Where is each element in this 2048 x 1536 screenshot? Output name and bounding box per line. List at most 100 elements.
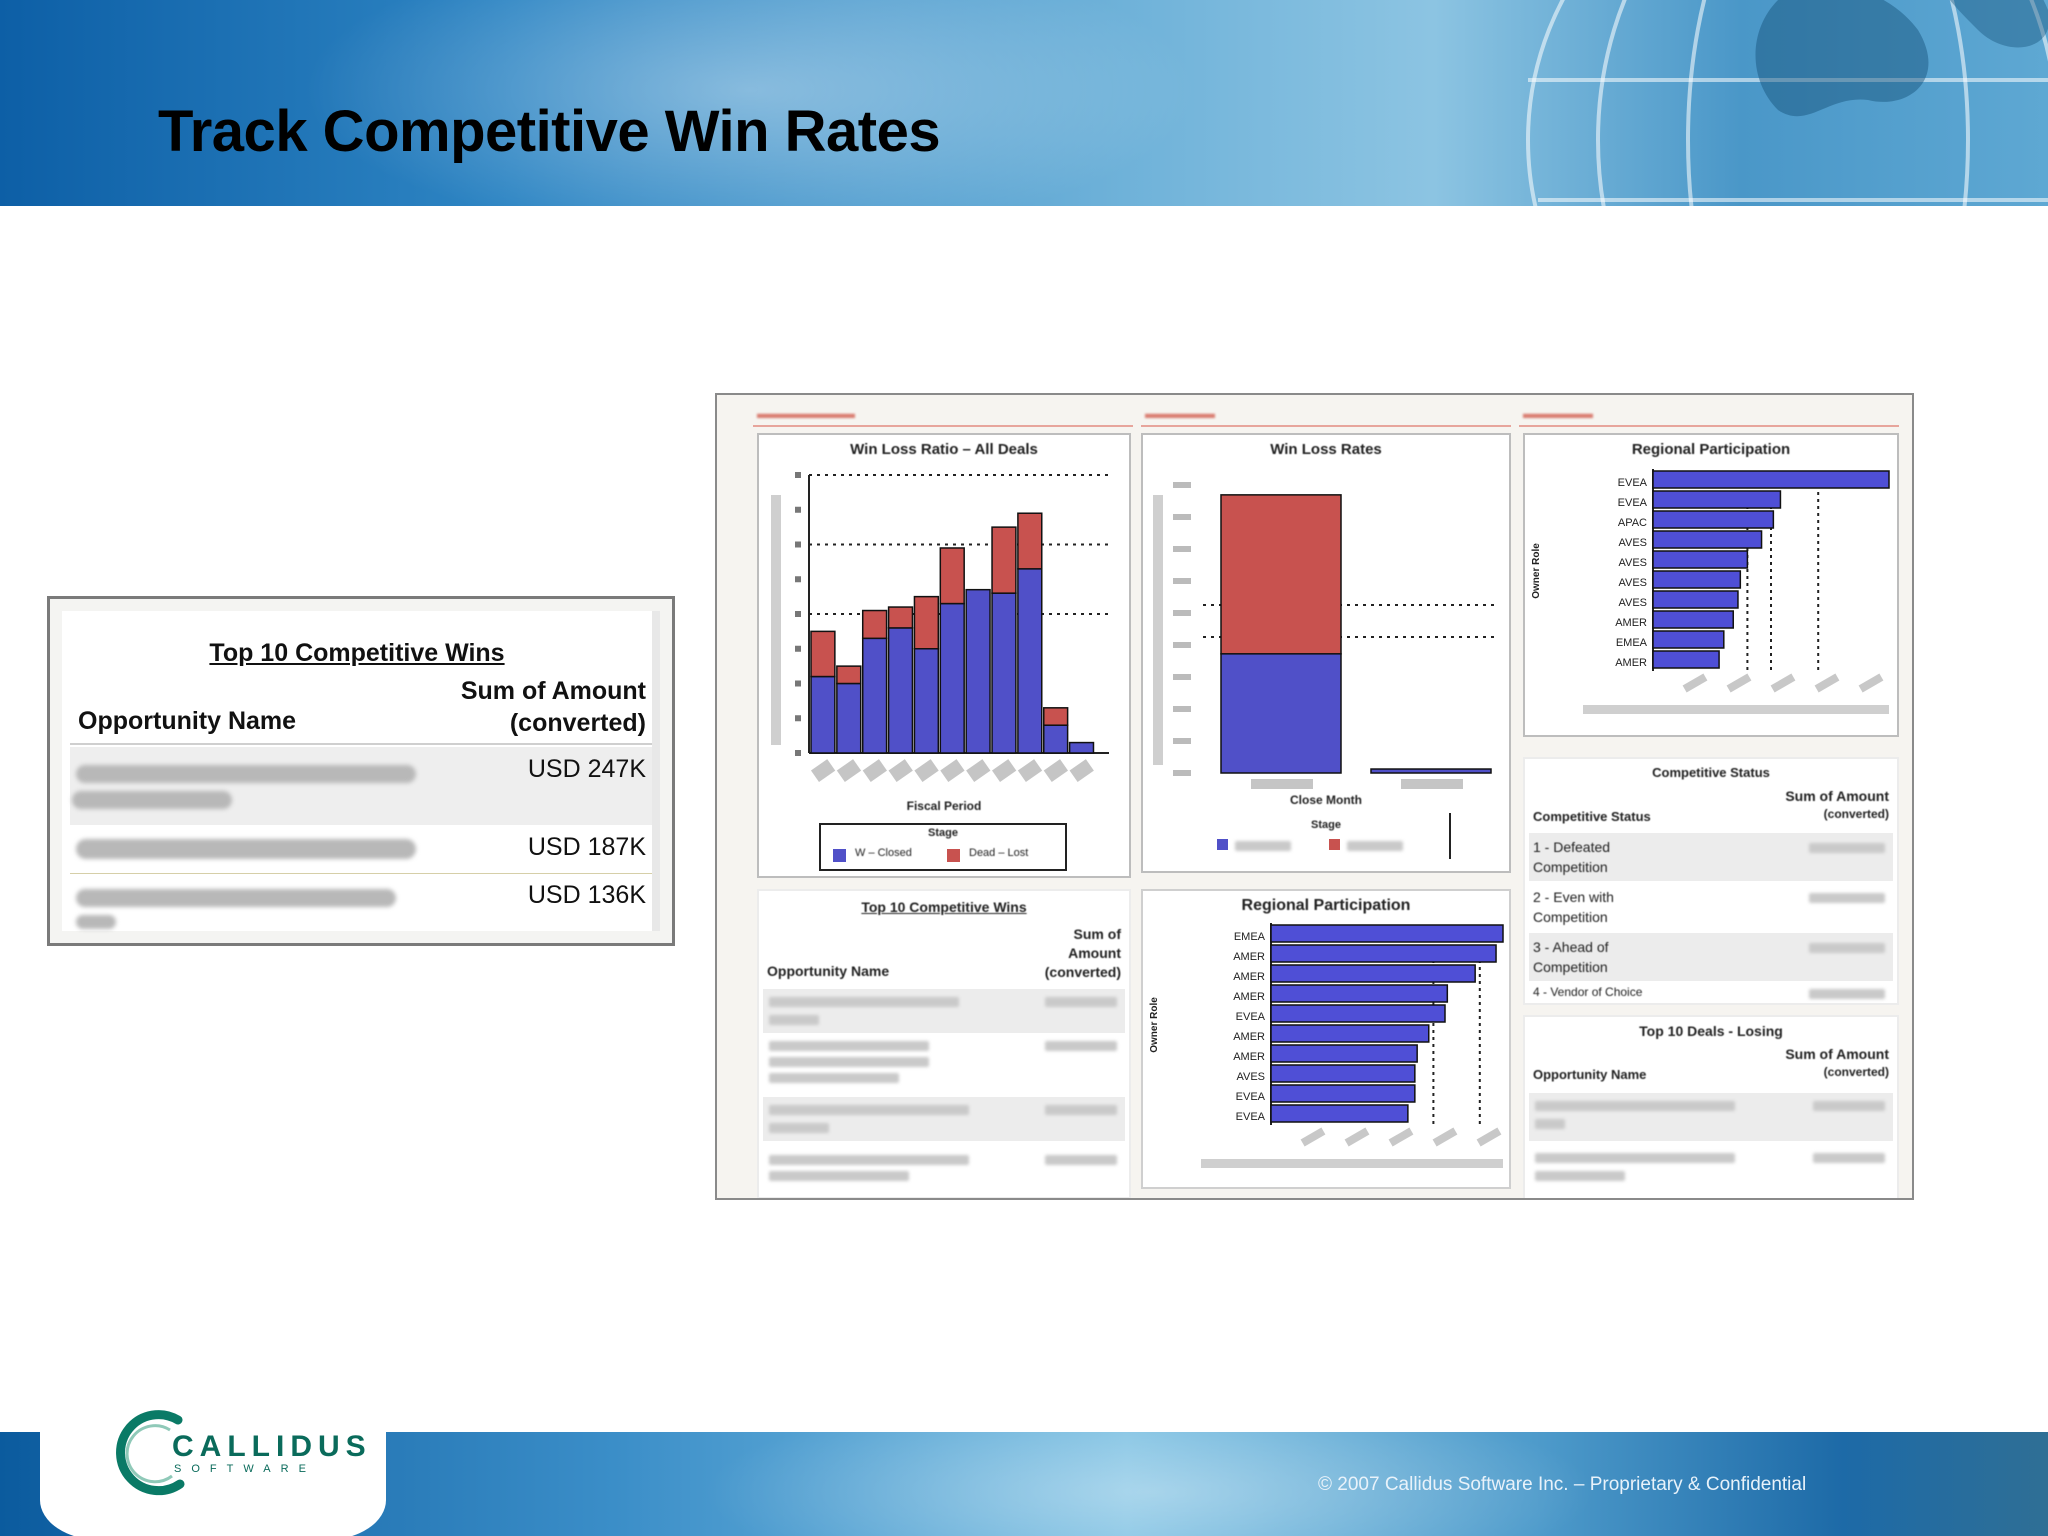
x-tick-label	[1432, 1127, 1458, 1147]
bar	[1652, 590, 1739, 609]
bar-won	[1370, 768, 1492, 774]
bar	[1270, 944, 1497, 963]
x-tick-label	[940, 759, 965, 783]
regional-participation-chart-bottom: EMEA AMER AMER AMER EVEA AMER AMER AVES EVEA EVEA…	[1149, 923, 1504, 1168]
legend-swatch-lost	[1329, 839, 1340, 850]
win-loss-ratio-panel: Win Loss Ratio – All Deals Fiscal Period…	[757, 433, 1131, 878]
category-label: AVES	[1618, 577, 1647, 589]
zoomed-table-title: Top 10 Competitive Wins	[209, 639, 505, 667]
win-loss-ratio-chart	[771, 472, 1109, 783]
category-label: AMER	[1615, 657, 1647, 669]
category-label: EVEA	[1236, 1091, 1266, 1103]
bar-lost	[939, 547, 965, 605]
table-row: USD 247K	[70, 747, 652, 825]
top10-losing-panel: Top 10 Deals - Losing Sum of Amount (con…	[1523, 1015, 1899, 1198]
category-label: AMER	[1233, 1051, 1265, 1063]
panel-title: Regional Participation	[1631, 441, 1791, 458]
zoomed-table-panel: Top 10 Competitive Wins Sum of Amount (c…	[47, 596, 675, 946]
col-name-header: Opportunity Name	[767, 963, 890, 979]
bar-won	[887, 627, 914, 754]
col-amount-header: Sum of Amount (converted)	[1785, 1046, 1889, 1079]
bar	[1270, 1064, 1416, 1083]
x-axis-label: Fiscal Period	[906, 799, 982, 813]
bar-won	[1017, 568, 1043, 754]
y-tick	[795, 680, 801, 687]
x-tick-label	[1682, 673, 1708, 693]
bar-lost	[1017, 512, 1043, 570]
bar	[1652, 530, 1763, 549]
bar	[1270, 1084, 1416, 1103]
x-tick-label	[1043, 759, 1069, 783]
bar	[1652, 510, 1775, 529]
x-tick-label	[966, 759, 991, 783]
y-tick	[1173, 674, 1191, 680]
y-tick	[1173, 738, 1191, 744]
x-tick-label	[862, 759, 887, 783]
x-axis-label	[1201, 1159, 1503, 1168]
y-tick	[1173, 706, 1191, 712]
col-amount-header: Sum of Amount (converted)	[1044, 926, 1121, 980]
bar	[1652, 650, 1720, 669]
x-axis-label	[1583, 705, 1889, 714]
x-tick-label	[991, 759, 1017, 783]
bar-won	[1220, 653, 1342, 774]
logo-subtext: SOFTWARE	[174, 1463, 316, 1475]
legend-swatch-lost	[947, 849, 960, 862]
bar	[1270, 924, 1504, 943]
table-row: USD 187K	[70, 827, 652, 871]
x-tick-label	[1476, 1127, 1502, 1147]
competitive-status-panel: Competitive Status Sum of Amount (conver…	[1523, 757, 1899, 1005]
x-tick-label	[810, 759, 836, 783]
col-amount-header: Sum of Amount (converted)	[1785, 788, 1889, 821]
x-tick-label	[1401, 779, 1463, 789]
y-tick	[1173, 482, 1191, 488]
bar-won	[991, 592, 1017, 754]
bar	[1652, 570, 1742, 589]
legend-title: Stage	[1311, 819, 1341, 831]
callidus-logo-icon	[116, 1410, 185, 1496]
win-loss-rates-chart	[1153, 482, 1499, 789]
x-tick-label	[1300, 1127, 1326, 1147]
panel-title: Regional Participation	[1241, 897, 1411, 914]
x-tick-label	[914, 759, 939, 783]
y-tick	[1173, 610, 1191, 616]
logo-text: CALLIDUS	[172, 1430, 372, 1463]
bar-won	[810, 675, 836, 754]
panel-title: Top 10 Competitive Wins	[861, 899, 1027, 915]
category-label: AMER	[1233, 971, 1265, 983]
bar-won	[939, 602, 965, 754]
bar-lost	[991, 526, 1017, 594]
bar-lost	[1043, 707, 1069, 726]
y-tick	[1173, 578, 1191, 584]
status-row: 2 - Even with Competition	[1533, 889, 1614, 925]
y-tick	[1173, 642, 1191, 648]
bar	[1652, 470, 1890, 489]
x-tick-label	[1069, 759, 1094, 783]
logo-plate	[40, 1420, 386, 1536]
status-row: 1 - Defeated Competition	[1533, 839, 1611, 875]
status-row: 3 - Ahead of Competition	[1533, 939, 1609, 975]
zoomed-col-amount-header: Sum of Amount (converted)	[460, 677, 646, 737]
category-label: AMER	[1233, 951, 1265, 963]
regional-participation-chart-top: EVEA EVEA APAC AVES AVES AVES AVES AMER EMEA AMER…	[1531, 469, 1890, 714]
x-tick-label	[1770, 673, 1796, 693]
category-label: EMEA	[1616, 637, 1648, 649]
x-tick-label	[1858, 673, 1884, 693]
bar-won	[1043, 724, 1069, 754]
bar-lost	[836, 665, 862, 685]
legend-swatch-won	[1217, 839, 1228, 850]
y-tick	[1173, 514, 1191, 520]
y-tick	[1173, 546, 1191, 552]
y-tick	[795, 576, 801, 583]
y-tick	[1173, 770, 1191, 776]
x-tick-label	[888, 759, 913, 783]
bar-won	[913, 648, 940, 754]
bar-won	[861, 637, 888, 754]
copyright-notice: © 2007 Callidus Software Inc. – Propriet…	[1318, 1474, 1807, 1495]
bar	[1652, 630, 1725, 649]
y-tick	[795, 472, 801, 478]
bar	[1652, 610, 1734, 629]
bar-won	[965, 588, 991, 754]
bar	[1270, 1024, 1430, 1043]
col-status-header: Competitive Status	[1533, 809, 1651, 824]
